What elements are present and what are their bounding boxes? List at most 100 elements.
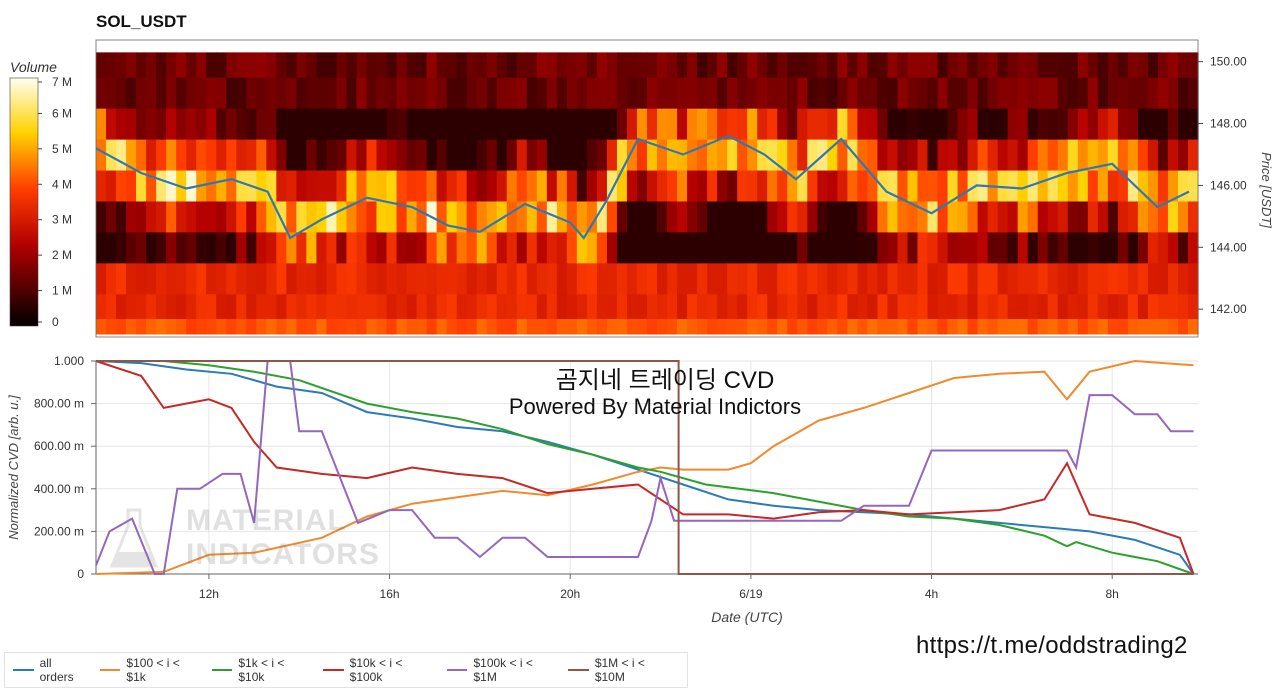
heatmap-cell (106, 108, 117, 140)
heatmap-cell (266, 231, 277, 264)
heatmap-cell (717, 52, 728, 78)
heatmap-cell (216, 139, 227, 171)
heatmap-cell (1067, 169, 1079, 202)
heatmap-cell (126, 200, 137, 233)
heatmap-cell (446, 52, 458, 78)
heatmap-cell (376, 169, 388, 202)
heatmap-cell (626, 200, 638, 233)
heatmap-cell (236, 77, 247, 109)
colorbar: 0 1 M 2 M 3 M 4 M 5 M 6 M 7 M (9, 75, 72, 329)
heatmap-cell (606, 318, 618, 335)
heatmap-cell (576, 318, 588, 335)
heatmap-cell (687, 77, 698, 109)
legend-item[interactable]: $100k < i < $1M (446, 656, 554, 684)
heatmap-cell (286, 169, 297, 202)
legend-item[interactable]: $100 < i < $1k (99, 656, 198, 684)
telegram-link[interactable]: https://t.me/oddstrading2 (916, 632, 1188, 659)
heatmap-cell (817, 108, 828, 140)
heatmap-panel: 0 1 M 2 M 3 M 4 M 5 M 6 M 7 M 142.00 144.00 146.0… (9, 39, 1274, 338)
heatmap-cell (276, 262, 287, 295)
heatmap-cell (216, 200, 227, 233)
heatmap-cell (797, 139, 808, 171)
heatmap-cell (396, 77, 408, 109)
legend-item[interactable]: $10k < i < $100k (323, 656, 433, 684)
heatmap-cell (386, 262, 398, 295)
heatmap-cell (747, 108, 758, 140)
heatmap-cell (466, 52, 478, 78)
heatmap-cell (596, 52, 608, 78)
heatmap-cell (1067, 262, 1079, 295)
heatmap-cell (346, 262, 358, 295)
heatmap-cell (456, 108, 468, 140)
heatmap-cell (426, 262, 438, 295)
heatmap-cell (486, 52, 498, 78)
legend-item[interactable]: $1M < i < $10M (568, 656, 673, 684)
heatmap-cell (1007, 262, 1019, 295)
heatmap-cell (807, 77, 818, 109)
heatmap-cell (667, 77, 678, 109)
x-tick-label: 8h (1106, 587, 1119, 601)
heatmap-cell (136, 108, 147, 140)
heatmap-cell (1027, 318, 1039, 335)
y-tick-label: 800.00 m (34, 397, 84, 411)
heatmap-cell (757, 293, 768, 320)
heatmap-cell (957, 77, 969, 109)
heatmap-cell (817, 169, 828, 202)
heatmap-cell (116, 77, 127, 109)
heatmap-cell (1037, 77, 1049, 109)
legend-item[interactable]: all orders (13, 656, 86, 684)
heatmap-cell (817, 262, 828, 295)
heatmap-cell (787, 200, 798, 233)
legend-label: $1M < i < $10M (594, 656, 645, 684)
heatmap-cell (176, 52, 187, 78)
heatmap-cell (1147, 108, 1159, 140)
heatmap-cell (396, 139, 408, 171)
heatmap-cell (707, 231, 718, 264)
heatmap-cell (636, 231, 648, 264)
heatmap-cell (436, 318, 448, 335)
heatmap-cell (687, 318, 698, 335)
heatmap-cell (1127, 108, 1139, 140)
heatmap-cell (546, 231, 558, 264)
heatmap-cell (416, 293, 428, 320)
heatmap-cell (1167, 169, 1179, 202)
heatmap-cell (196, 139, 207, 171)
heatmap-cell (226, 231, 237, 264)
heatmap-cell (1117, 293, 1129, 320)
heatmap-cell (226, 293, 237, 320)
heatmap-cell (887, 52, 899, 78)
heatmap-cell (236, 52, 247, 78)
heatmap-cell (586, 231, 598, 264)
heatmap-cell (296, 108, 307, 140)
heatmap-cell (616, 77, 628, 109)
heatmap-cell (286, 52, 297, 78)
heatmap-cell (947, 139, 959, 171)
heatmap-cell (1107, 169, 1119, 202)
heatmap-cell (757, 139, 768, 171)
heatmap-cell (556, 293, 568, 320)
heatmap-cell (667, 231, 678, 264)
heatmap-cell (917, 262, 929, 295)
heatmap-cell (697, 318, 708, 335)
heatmap-cell (356, 262, 368, 295)
legend-item[interactable]: $1k < i < $10k (211, 656, 309, 684)
heatmap-cell (166, 293, 177, 320)
heatmap-cell (857, 108, 868, 140)
heatmap-cell (957, 318, 969, 335)
heatmap-cell (426, 318, 438, 335)
heatmap-cell (847, 200, 858, 233)
heatmap-cell (757, 169, 768, 202)
heatmap-cell (246, 52, 257, 78)
heatmap-cell (126, 231, 137, 264)
heatmap-cell (316, 293, 328, 320)
heatmap-cell (286, 200, 297, 233)
heatmap-cell (256, 77, 267, 109)
heatmap-cell (857, 169, 868, 202)
series-line-5 (96, 360, 1194, 575)
heatmap-cell (1067, 231, 1079, 264)
heatmap-cell (697, 77, 708, 109)
heatmap-cell (1057, 77, 1069, 109)
heatmap-cell (126, 52, 137, 78)
heatmap-cell (546, 108, 558, 140)
heatmap-cell (386, 52, 398, 78)
